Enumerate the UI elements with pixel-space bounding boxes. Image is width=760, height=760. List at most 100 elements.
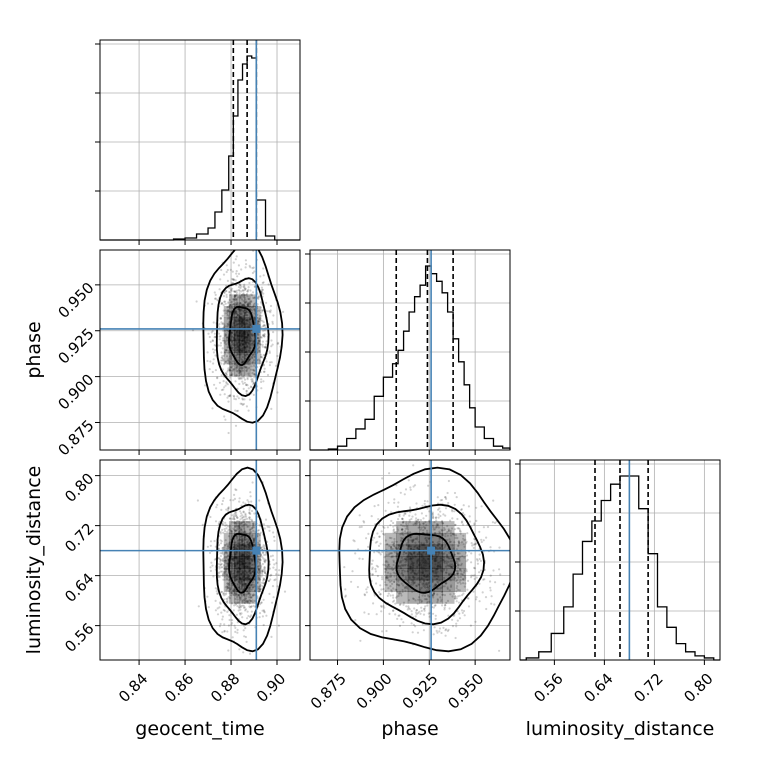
x-tick-label: 0.900 — [353, 670, 396, 713]
sample-point — [387, 563, 390, 566]
sample-point — [256, 555, 259, 559]
sample-point — [450, 527, 454, 530]
sample-point — [247, 521, 250, 524]
sample-point — [467, 605, 471, 608]
sample-point — [380, 530, 383, 533]
sample-point — [401, 517, 404, 520]
sample-point — [242, 525, 245, 528]
sample-point — [222, 388, 225, 391]
sample-point — [248, 518, 251, 521]
sample-point — [401, 590, 404, 593]
sample-point — [228, 287, 231, 290]
sample-point — [370, 562, 373, 566]
sample-point — [458, 541, 461, 545]
sample-point — [489, 589, 492, 592]
y-tick-label: 0.900 — [54, 370, 97, 413]
sample-point — [227, 367, 230, 370]
sample-point — [244, 609, 247, 612]
sample-point — [233, 591, 236, 595]
sample-point — [462, 609, 466, 613]
sample-point — [451, 618, 454, 621]
sample-point — [484, 596, 488, 599]
sample-point — [229, 528, 232, 532]
sample-point — [417, 518, 420, 521]
sample-point — [225, 559, 228, 563]
density-cell — [255, 568, 261, 581]
sample-point — [228, 291, 231, 294]
sample-point — [242, 651, 245, 654]
sample-point — [242, 510, 245, 513]
sample-point — [218, 601, 222, 604]
sample-point — [250, 605, 253, 608]
sample-point — [214, 335, 217, 338]
sample-point — [269, 309, 272, 312]
sample-point — [249, 495, 252, 498]
sample-point — [245, 293, 248, 297]
sample-point — [265, 614, 268, 617]
sample-point — [250, 355, 254, 358]
sample-point — [259, 524, 262, 528]
sample-point — [379, 584, 382, 587]
sample-point — [261, 570, 264, 573]
sample-point — [248, 516, 251, 519]
sample-point — [447, 501, 450, 505]
sample-point — [262, 544, 265, 547]
sample-point — [227, 431, 230, 435]
sample-point — [223, 571, 226, 574]
sample-point — [243, 381, 246, 384]
sample-point — [251, 271, 254, 275]
y-tick-label: 0.925 — [54, 325, 97, 368]
sample-point — [436, 524, 440, 527]
sample-point — [475, 506, 478, 509]
sample-point — [454, 573, 457, 576]
sample-point — [421, 594, 424, 597]
sample-point — [234, 298, 237, 301]
sample-point — [457, 552, 460, 555]
sample-point — [231, 521, 234, 524]
sample-point — [221, 574, 224, 578]
sample-point — [249, 491, 252, 494]
sample-point — [261, 615, 264, 618]
sample-point — [214, 545, 217, 548]
sample-point — [250, 584, 253, 587]
sample-point — [259, 584, 262, 587]
sample-point — [229, 597, 232, 600]
sample-point — [219, 560, 222, 563]
sample-point — [398, 624, 402, 628]
sample-point — [251, 594, 254, 597]
sample-point — [410, 622, 413, 625]
sample-point — [452, 533, 455, 536]
sample-point — [226, 587, 229, 590]
sample-point — [416, 602, 419, 605]
sample-point — [258, 523, 261, 526]
sample-point — [399, 603, 402, 606]
sample-point — [229, 588, 232, 591]
sample-point — [444, 535, 447, 538]
sample-point — [432, 516, 435, 519]
sample-point — [440, 598, 443, 601]
sample-point — [222, 322, 225, 325]
sample-point — [390, 519, 393, 523]
sample-point — [260, 564, 263, 568]
sample-point — [261, 573, 264, 576]
sample-point — [252, 296, 255, 299]
sample-point — [251, 372, 254, 375]
sample-point — [435, 524, 438, 527]
sample-point — [392, 555, 395, 558]
sample-point — [455, 570, 458, 573]
sample-point — [432, 593, 435, 596]
density-cell — [249, 363, 256, 376]
sample-point — [257, 577, 260, 580]
sample-point — [367, 612, 370, 616]
sample-point — [399, 533, 402, 536]
sample-point — [241, 600, 244, 603]
contour-level — [368, 503, 486, 626]
sample-point — [222, 553, 225, 556]
sample-point — [237, 374, 241, 377]
sample-point — [401, 521, 405, 524]
sample-point — [237, 525, 240, 528]
sample-point — [406, 608, 409, 611]
sample-point — [246, 593, 249, 596]
sample-point — [221, 522, 224, 525]
sample-point — [456, 585, 459, 588]
